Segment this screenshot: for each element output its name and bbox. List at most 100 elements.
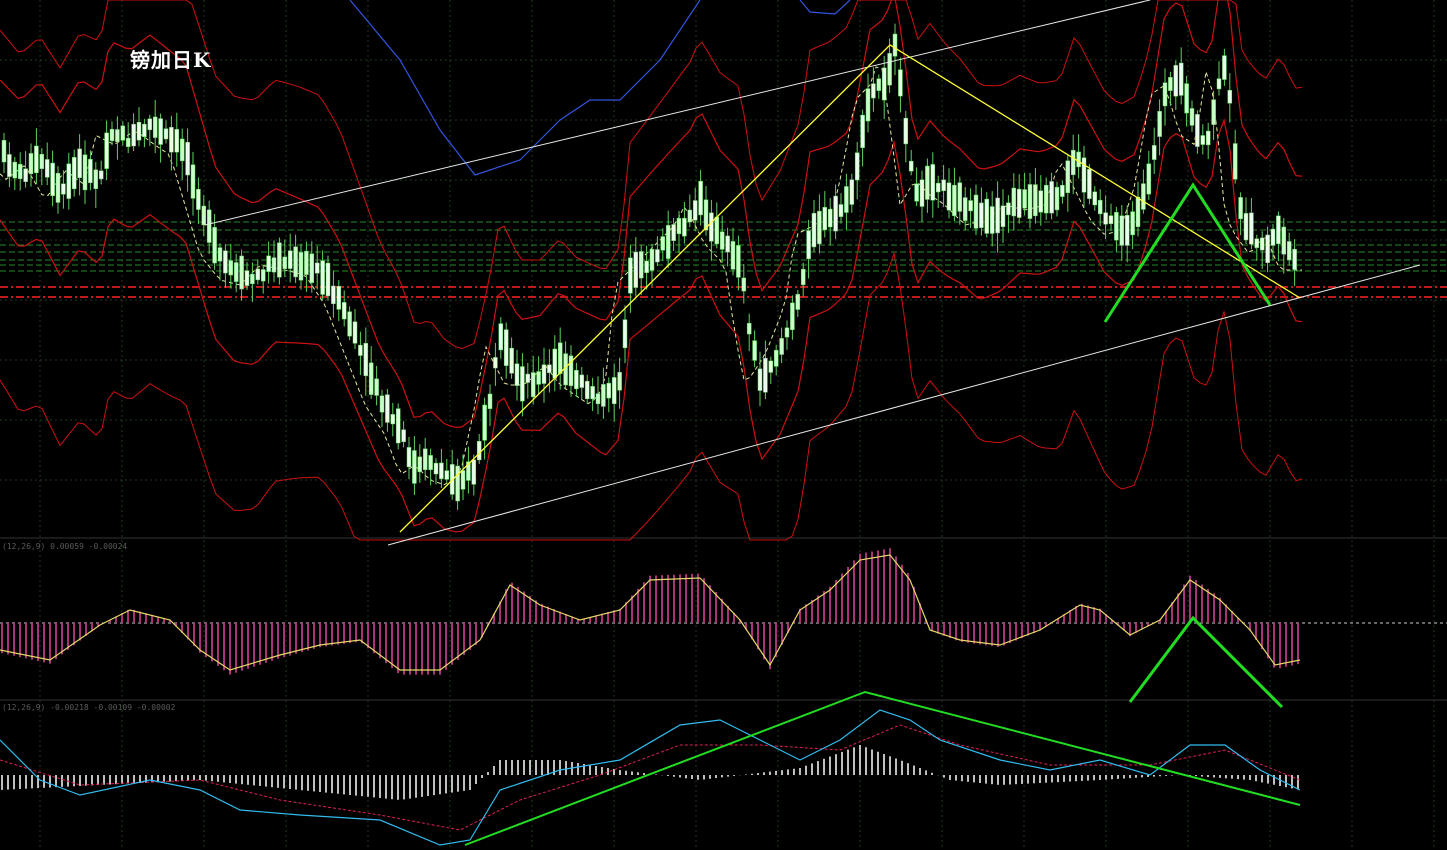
- candle-body: [530, 372, 536, 398]
- candle-body: [201, 205, 207, 226]
- candle-body: [617, 372, 622, 391]
- candle-body: [822, 207, 828, 231]
- candle-body: [406, 447, 412, 468]
- candle-body: [1011, 187, 1017, 217]
- candle-body: [50, 162, 55, 197]
- candle-body: [233, 262, 239, 282]
- candle-body: [579, 374, 585, 388]
- candle-body: [341, 302, 347, 320]
- candle-body: [368, 362, 374, 395]
- candle-body: [147, 118, 153, 131]
- candle-body: [66, 163, 72, 199]
- candle-body: [676, 217, 682, 235]
- candle-body: [1200, 135, 1206, 145]
- candle-body: [93, 169, 99, 189]
- candle-body: [136, 121, 142, 141]
- candle-body: [482, 404, 487, 441]
- candle-body: [638, 251, 644, 279]
- candle-body: [1151, 145, 1157, 160]
- candle-body: [1265, 234, 1270, 263]
- candle-body: [854, 152, 860, 181]
- candle-body: [1173, 65, 1179, 97]
- candle-body: [17, 163, 23, 179]
- candle-body: [665, 225, 671, 259]
- candle-body: [61, 183, 66, 195]
- candle-body: [1081, 157, 1087, 193]
- candle-body: [811, 213, 817, 248]
- candle-body: [1281, 226, 1287, 255]
- candle-body: [77, 148, 82, 178]
- candle-body: [1124, 214, 1130, 246]
- candle-body: [1092, 191, 1098, 206]
- candle-body: [773, 349, 779, 367]
- candle-body: [757, 368, 763, 391]
- candle-body: [622, 319, 628, 349]
- candle-body: [935, 182, 941, 193]
- candle-body: [163, 128, 169, 140]
- candle-body: [212, 227, 217, 264]
- candle-body: [385, 394, 390, 423]
- bollinger-upper: [0, 0, 1303, 429]
- candle-body: [611, 377, 617, 405]
- candle-body: [925, 165, 930, 200]
- candle-body: [1070, 149, 1076, 175]
- candle-body: [871, 83, 876, 99]
- candle-body: [919, 179, 925, 207]
- candle-body: [174, 129, 180, 153]
- candle-body: [98, 170, 104, 180]
- macd-panel: [0, 548, 1447, 709]
- macd-histogram-label: (12,26,9) 0.00059 -0.00024: [2, 542, 128, 551]
- candle-body: [817, 210, 822, 245]
- macd-lines-panel: [0, 690, 1301, 846]
- candle-body: [655, 249, 660, 263]
- candle-body: [1043, 184, 1049, 214]
- candle-body: [520, 366, 525, 402]
- dea-line: [0, 724, 1301, 831]
- candle-body: [158, 118, 163, 145]
- candle-body: [547, 364, 552, 374]
- candle-body: [1049, 181, 1054, 214]
- blue-average-line: [349, 0, 701, 176]
- candle-body: [730, 241, 736, 270]
- candle-body: [152, 116, 158, 138]
- candle-body: [1254, 238, 1260, 248]
- zigzag-line: [399, 44, 1301, 533]
- candle-body: [320, 260, 325, 295]
- candle-body: [687, 209, 693, 223]
- candle-body: [606, 382, 612, 399]
- candle-body: [455, 465, 460, 502]
- candle-body: [827, 208, 833, 228]
- candle-body: [968, 200, 973, 212]
- candle-body: [1238, 197, 1243, 220]
- candle-body: [1216, 78, 1222, 90]
- candle-body: [957, 182, 963, 212]
- candle-body: [590, 386, 595, 400]
- candle-body: [1076, 151, 1081, 168]
- candle-body: [784, 327, 790, 338]
- candle-body: [347, 311, 352, 337]
- candle-body: [1108, 215, 1114, 224]
- divergence-line: [464, 690, 1301, 846]
- candle-body: [779, 338, 784, 355]
- candle-body: [525, 373, 531, 383]
- bollinger-outer-top: [0, 0, 1303, 350]
- candle-body: [1184, 83, 1189, 114]
- candle-body: [703, 199, 709, 231]
- candle-body: [725, 235, 730, 253]
- candle-body: [12, 161, 18, 179]
- bollinger-outer: [0, 251, 1303, 541]
- candle-body: [644, 260, 649, 273]
- candle-body: [23, 168, 28, 182]
- candle-body: [503, 329, 509, 366]
- candle-body: [260, 269, 266, 282]
- candle-body: [336, 286, 342, 310]
- candle-body: [352, 321, 358, 344]
- candle-body: [244, 270, 250, 286]
- candle-body: [1016, 188, 1022, 218]
- candle-body: [250, 273, 255, 285]
- candle-body: [989, 206, 995, 234]
- zigzag: [399, 44, 1301, 533]
- candle-body: [1227, 90, 1233, 104]
- candle-body: [844, 186, 849, 213]
- candle-body: [125, 137, 131, 147]
